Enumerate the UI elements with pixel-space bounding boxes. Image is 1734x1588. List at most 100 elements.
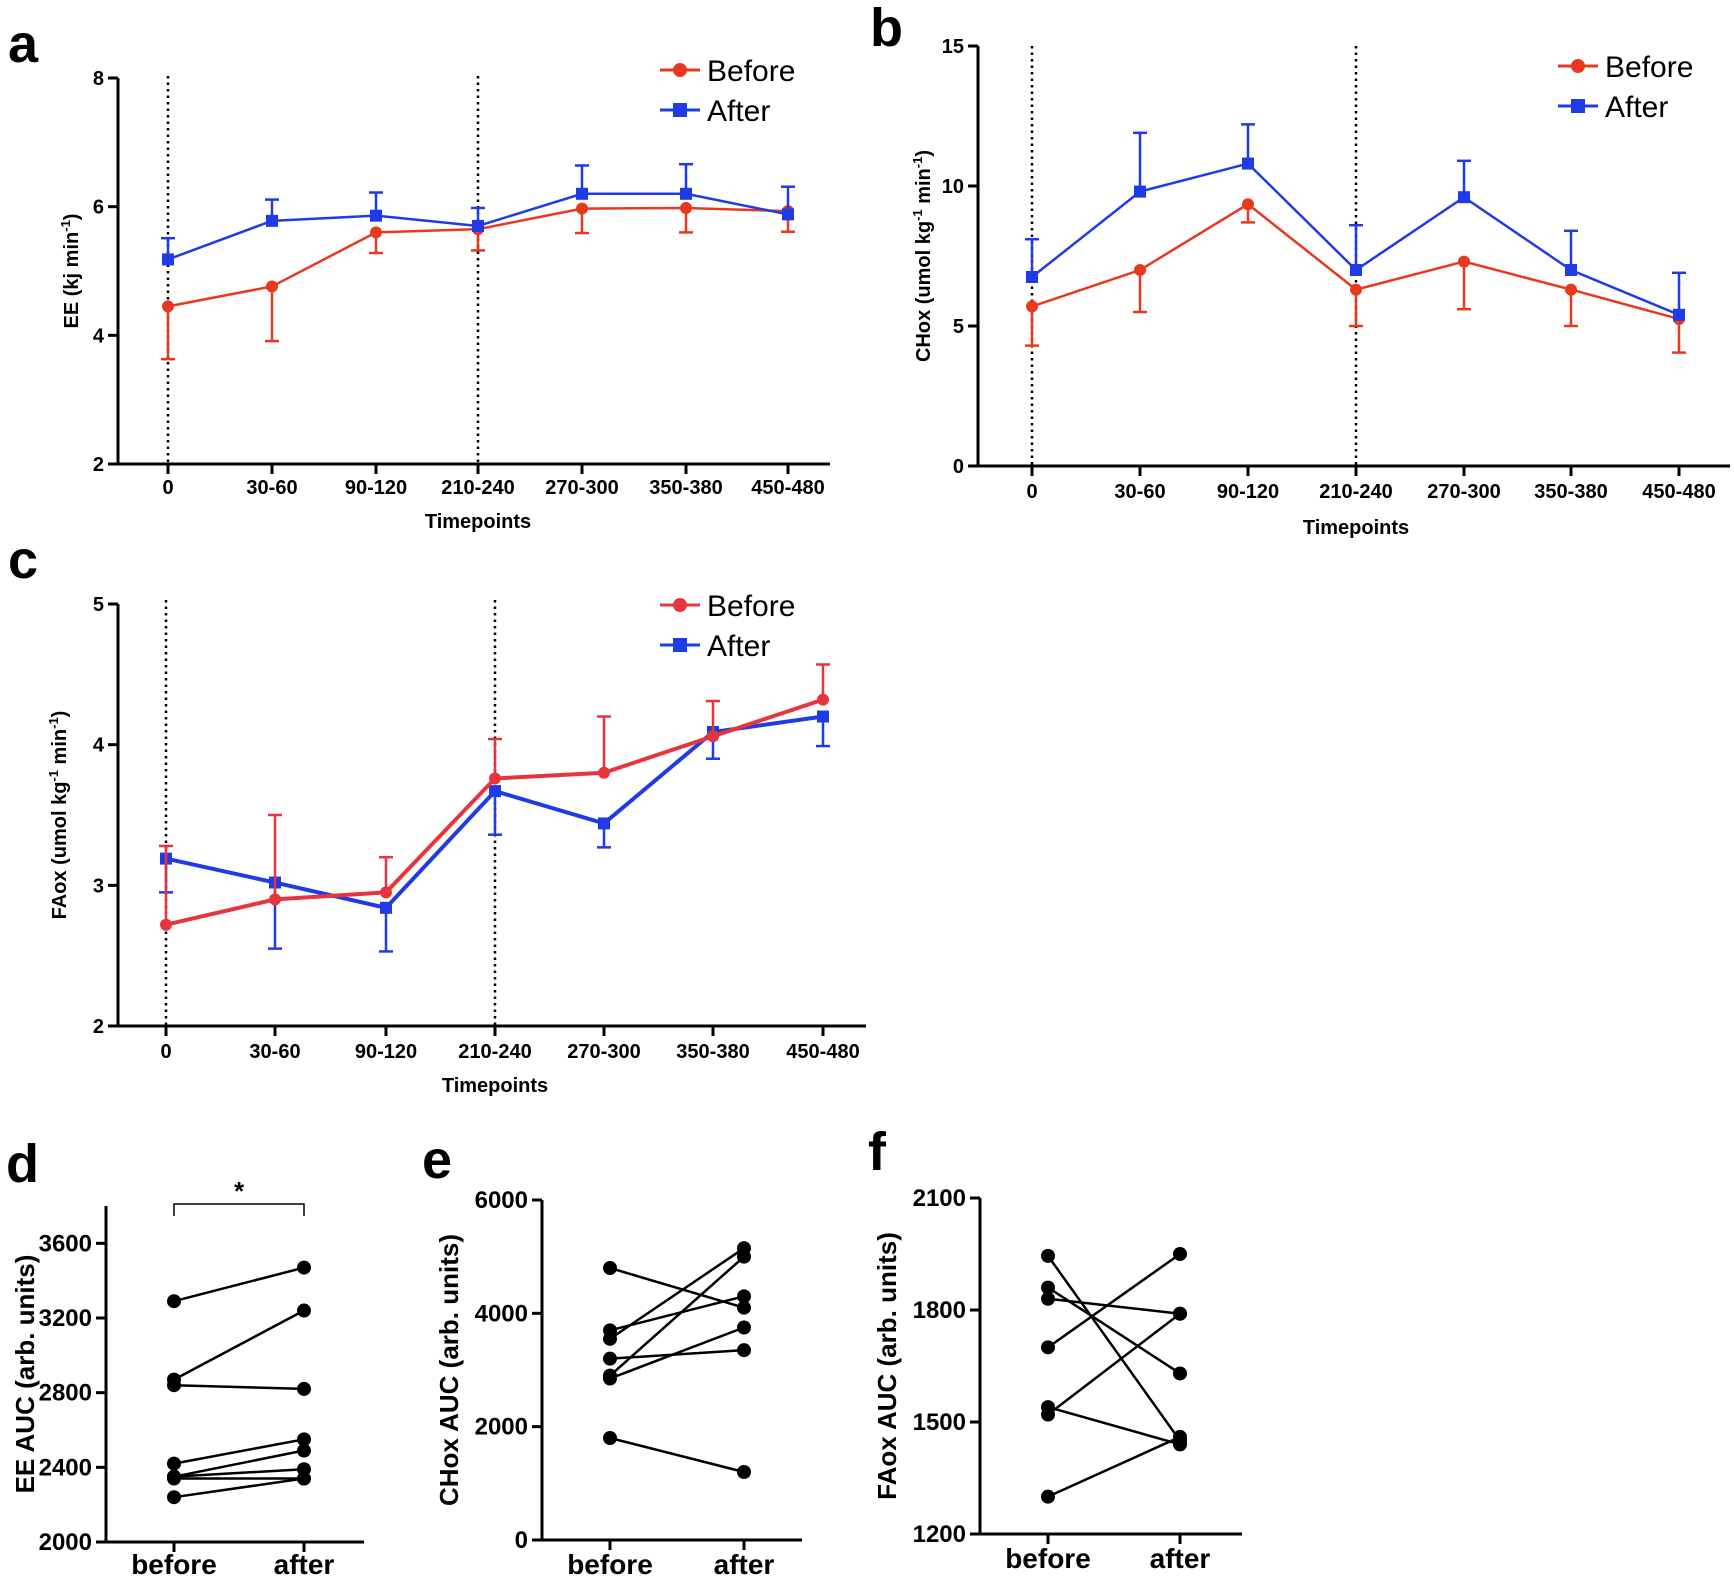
data-point <box>576 202 588 215</box>
y-tick-label: 15 <box>942 36 964 58</box>
x-tick-label: 90-120 <box>345 477 407 499</box>
subject-pair <box>167 1471 311 1505</box>
y-tick-label: 3600 <box>39 1230 92 1257</box>
x-tick-label: after <box>1150 1543 1211 1574</box>
data-point-after <box>1173 1247 1187 1261</box>
data-point-before <box>1041 1340 1055 1355</box>
y-tick-label: 8 <box>93 68 104 90</box>
data-point-after <box>297 1471 311 1486</box>
y-tick-label: 1500 <box>913 1409 966 1436</box>
y-tick-label: 4000 <box>475 1300 528 1327</box>
data-point-after <box>1173 1306 1187 1321</box>
pair-line <box>609 1255 745 1377</box>
y-axis-title: EE (kj min-1) <box>58 214 83 329</box>
data-point <box>1673 308 1685 321</box>
x-tick-label: 0 <box>160 1041 171 1063</box>
pair-line <box>1047 1297 1181 1315</box>
y-tick-label: 2800 <box>39 1380 92 1407</box>
y-axis-title-part: EE (kj min <box>61 232 83 329</box>
data-point <box>162 253 174 266</box>
x-tick-label: 350-380 <box>1534 481 1607 503</box>
series-before <box>1025 198 1686 354</box>
data-point <box>680 187 692 200</box>
pair-line <box>173 1449 305 1478</box>
x-tick-label: 350-380 <box>649 477 722 499</box>
x-tick-label: before <box>131 1549 217 1580</box>
pair-line <box>609 1436 745 1474</box>
y-tick-label: 2400 <box>39 1454 92 1481</box>
data-point <box>1134 264 1146 276</box>
x-tick-label: 0 <box>1026 481 1037 503</box>
y-tick-label: 3 <box>93 875 104 897</box>
x-tick-label: 90-120 <box>1217 481 1279 503</box>
subject-pair <box>1041 1248 1187 1448</box>
y-axis-title: CHox (umol kg-1 min-1) <box>910 150 935 362</box>
y-axis-title: EE AUC (arb. units) <box>10 1255 40 1494</box>
panel-letter-d: d <box>6 1134 39 1194</box>
significance-bracket <box>173 1203 305 1216</box>
data-point <box>817 693 829 706</box>
x-tick-label: 450-480 <box>786 1041 859 1063</box>
data-point <box>1565 283 1577 296</box>
x-tick-label: after <box>274 1549 335 1580</box>
data-point-after <box>1173 1366 1187 1381</box>
x-tick-label: 30-60 <box>246 477 297 499</box>
significance-star: * <box>234 1176 245 1206</box>
y-axis-title-part: min <box>49 729 71 770</box>
pair-line <box>173 1438 305 1465</box>
subject-pair <box>603 1431 751 1479</box>
data-point <box>1242 157 1254 170</box>
legend-marker <box>673 598 687 612</box>
y-axis-title-part: ) <box>61 214 83 221</box>
data-point <box>1565 264 1577 276</box>
x-tick-label: before <box>1005 1543 1091 1574</box>
data-point <box>576 187 588 200</box>
data-point-after <box>737 1289 751 1304</box>
pair-line <box>1047 1252 1181 1349</box>
x-tick-label: 30-60 <box>1114 481 1165 503</box>
data-point <box>680 201 692 214</box>
data-point <box>269 893 281 906</box>
subject-pair <box>603 1320 751 1386</box>
data-point <box>1350 264 1362 276</box>
pair-line <box>1047 1312 1181 1416</box>
data-point-before <box>1041 1280 1055 1295</box>
series-after <box>1025 123 1686 321</box>
data-point <box>782 208 794 221</box>
panel-d: d 2000 2400 2800 3200 3600 before after EE AUC (… <box>6 1134 364 1580</box>
x-tick-label: 0 <box>162 477 173 499</box>
panel-b: b 0 5 10 15 0 30-60 90-120 210-240 270-300 350-380… <box>870 0 1730 539</box>
data-point <box>1458 191 1470 204</box>
data-point <box>1242 198 1254 211</box>
pair-line <box>1046 1255 1182 1442</box>
data-point <box>472 219 484 232</box>
pair-line <box>173 1383 305 1391</box>
x-tick-label: 210-240 <box>441 477 514 499</box>
y-tick-label: 6 <box>93 197 104 219</box>
y-tick-label: 0 <box>953 456 964 478</box>
y-axis-title-part: CHox (umol kg <box>913 221 935 362</box>
y-tick-label: 2100 <box>913 1185 966 1212</box>
data-point <box>370 226 382 239</box>
data-point <box>598 766 610 779</box>
data-point-after <box>737 1300 751 1315</box>
x-tick-label: 270-300 <box>567 1041 640 1063</box>
data-point <box>1026 271 1038 283</box>
data-point-before <box>167 1378 181 1393</box>
subject-pair <box>1041 1429 1187 1504</box>
data-point-before <box>167 1471 181 1486</box>
legend-label-before: Before <box>1605 51 1693 84</box>
y-tick-label: 4 <box>93 735 105 757</box>
legend-marker <box>673 638 687 652</box>
x-axis-title: Timepoints <box>425 511 531 533</box>
y-tick-label: 2000 <box>39 1529 92 1556</box>
series-before <box>159 663 830 931</box>
subject-pair <box>603 1249 751 1383</box>
y-axis-title-part: min <box>913 168 935 209</box>
legend-marker <box>1571 59 1585 73</box>
y-tick-label: 2 <box>93 1016 104 1038</box>
pair-line <box>609 1326 745 1380</box>
legend-label-after: After <box>707 630 770 663</box>
x-tick-label: 30-60 <box>249 1041 300 1063</box>
data-point-after <box>297 1443 311 1458</box>
